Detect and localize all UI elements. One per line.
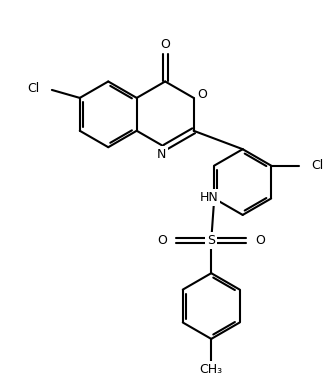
Text: O: O (255, 234, 265, 247)
Text: Cl: Cl (28, 82, 40, 95)
Text: Cl: Cl (311, 159, 323, 172)
Text: CH₃: CH₃ (200, 363, 223, 376)
Text: O: O (158, 234, 167, 247)
Text: O: O (160, 38, 170, 51)
Text: S: S (207, 234, 215, 247)
Text: N: N (157, 148, 166, 161)
Text: HN: HN (200, 191, 219, 204)
Text: O: O (198, 89, 208, 102)
